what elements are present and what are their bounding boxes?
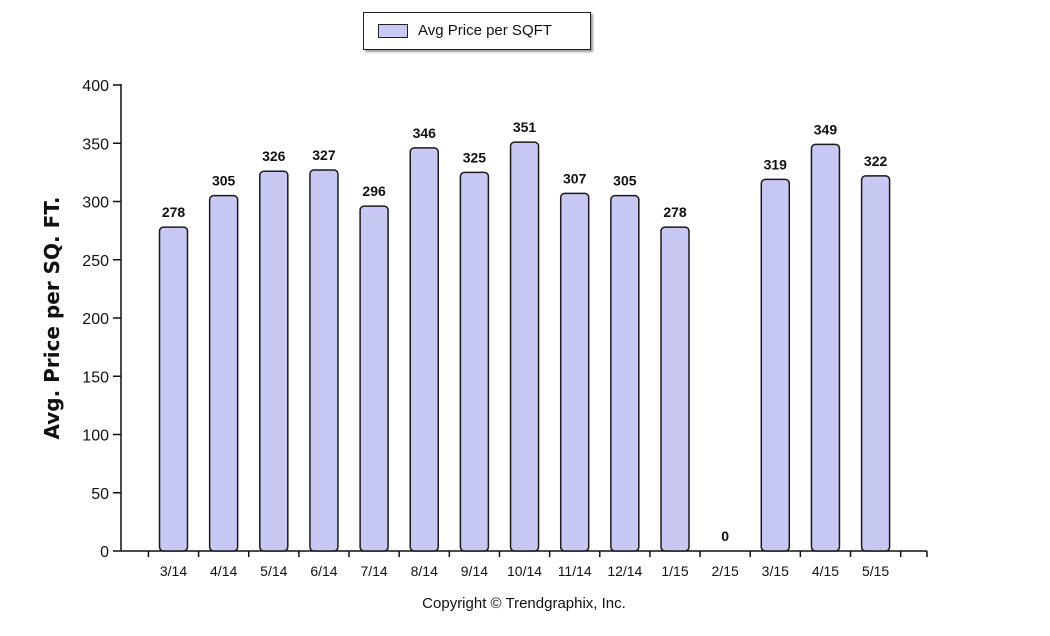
bar	[359, 205, 389, 552]
bar-value-label: 319	[764, 156, 788, 172]
bar	[208, 194, 239, 552]
bar	[810, 143, 841, 552]
bar	[559, 192, 590, 552]
x-tick-label: 5/14	[260, 563, 287, 579]
y-tick-label: 50	[91, 486, 109, 503]
x-tick-label: 6/14	[310, 563, 337, 579]
x-tick-label: 9/14	[461, 563, 488, 579]
x-tick-label: 11/14	[558, 563, 592, 579]
x-tick-label: 8/14	[411, 563, 438, 579]
bar	[259, 170, 289, 552]
legend: Avg Price per SQFT	[363, 12, 591, 50]
bar	[660, 226, 690, 552]
y-tick-label: 0	[100, 544, 109, 561]
x-tick-label: 12/14	[607, 563, 642, 579]
bar-value-label: 296	[362, 183, 386, 199]
legend-swatch	[378, 24, 408, 38]
x-tick-label: 3/14	[160, 563, 187, 579]
y-tick-label: 100	[82, 428, 109, 445]
bar-value-label: 278	[162, 204, 186, 220]
copyright-text: Copyright © Trendgraphix, Inc.	[0, 595, 1050, 612]
bar-value-label: 325	[463, 149, 487, 165]
legend-label: Avg Price per SQFT	[418, 22, 552, 39]
x-tick-label: 1/15	[661, 563, 688, 579]
bar-value-label: 349	[814, 121, 838, 137]
bar-value-label: 305	[212, 173, 236, 189]
bar-value-label: 326	[262, 148, 286, 164]
x-tick-label: 2/15	[712, 563, 739, 579]
bar-value-label: 327	[312, 147, 336, 163]
y-tick-label: 250	[82, 253, 109, 270]
x-tick-label: 10/14	[507, 563, 542, 579]
bar	[860, 175, 891, 552]
bar	[409, 147, 439, 552]
y-tick-label: 350	[82, 136, 109, 153]
x-tick-label: 3/15	[762, 563, 789, 579]
y-tick-label: 200	[82, 311, 109, 328]
y-tick-label: 300	[82, 195, 109, 212]
bar	[158, 226, 189, 552]
bar	[309, 169, 339, 552]
bar-value-label: 305	[613, 173, 637, 189]
x-tick-label: 7/14	[360, 563, 387, 579]
bar	[509, 141, 540, 552]
copyright-label: Copyright © Trendgraphix, Inc.	[422, 595, 626, 612]
bar-value-label: 278	[663, 204, 687, 220]
bar-value-label: 346	[413, 125, 437, 141]
bar	[760, 178, 791, 552]
y-tick-label: 400	[82, 78, 109, 95]
bar	[459, 171, 490, 552]
bar-value-label: 307	[563, 170, 587, 186]
bar	[610, 194, 640, 552]
x-tick-label: 4/15	[812, 563, 839, 579]
bar-value-label: 0	[721, 528, 729, 544]
bar-value-label: 351	[513, 119, 537, 135]
y-tick-label: 150	[82, 369, 109, 386]
x-tick-label: 5/15	[862, 563, 889, 579]
bar-value-label: 322	[864, 153, 888, 169]
x-tick-label: 4/14	[210, 563, 237, 579]
